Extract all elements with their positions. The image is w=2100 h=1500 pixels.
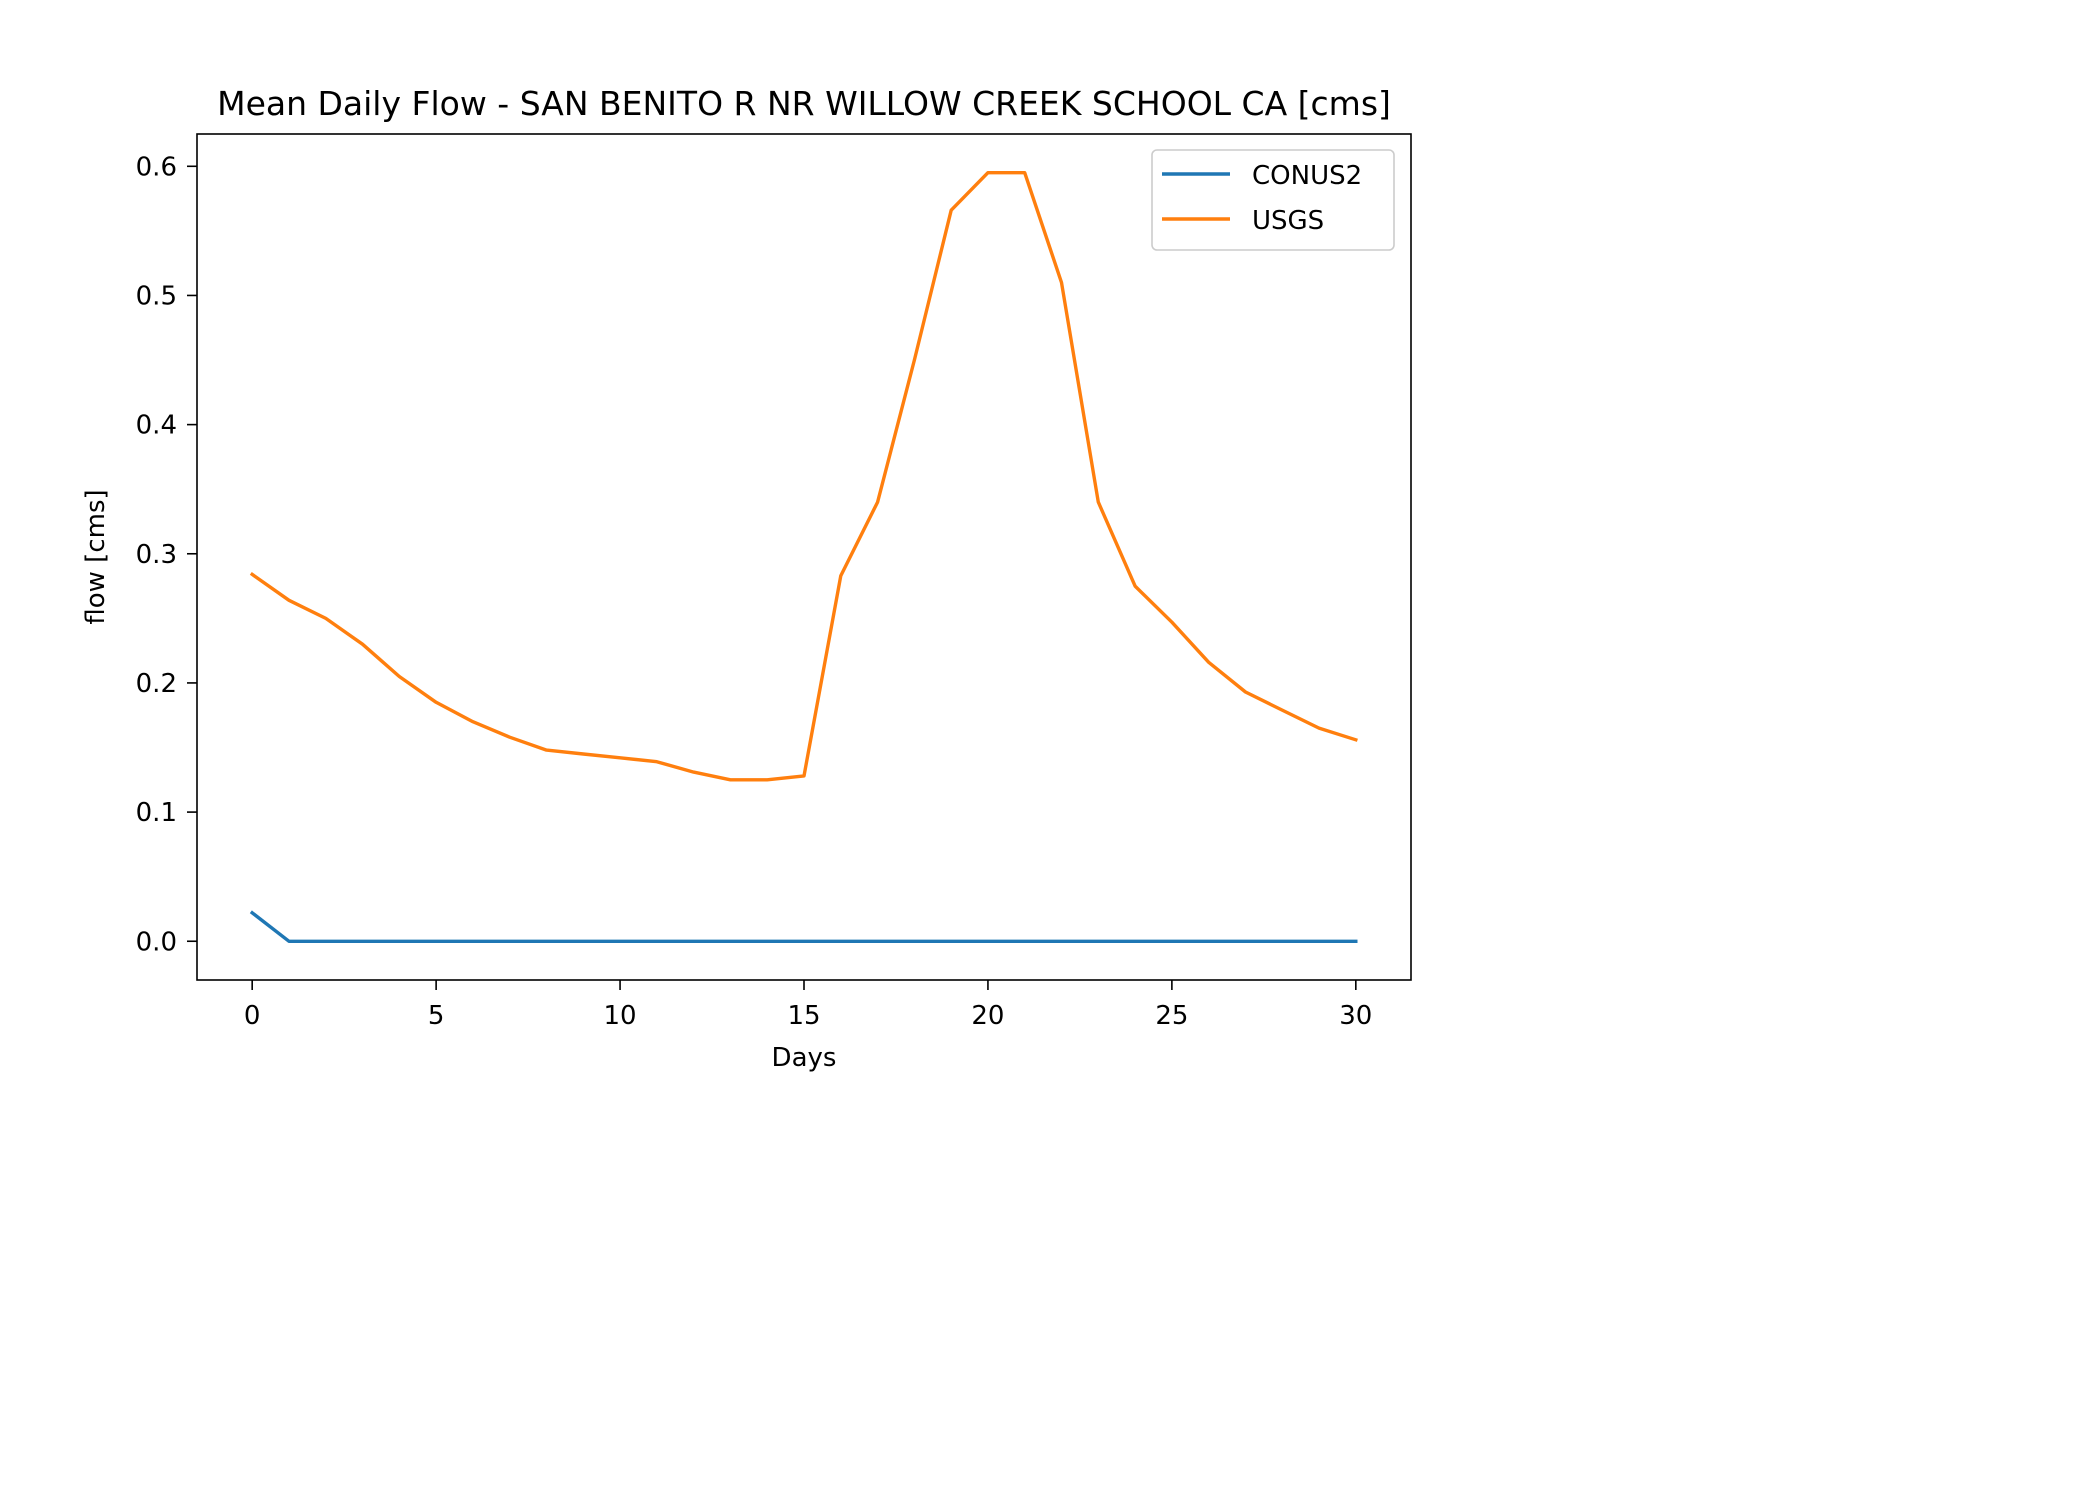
x-tick-label: 5	[428, 1001, 445, 1031]
x-tick-label: 15	[787, 1001, 820, 1031]
y-tick-label: 0.3	[136, 540, 177, 570]
legend-label-usgs: USGS	[1252, 206, 1324, 236]
chart-container: Mean Daily Flow - SAN BENITO R NR WILLOW…	[81, 84, 1412, 1073]
x-axis-label: Days	[772, 1043, 837, 1073]
legend-label-conus2: CONUS2	[1252, 161, 1362, 191]
x-axis-ticks: 0 5 10 15 20 25 30	[244, 980, 1372, 1031]
x-tick-label: 30	[1339, 1001, 1372, 1031]
x-tick-label: 25	[1155, 1001, 1188, 1031]
y-axis-ticks: 0.0 0.1 0.2 0.3 0.4 0.5 0.6	[136, 152, 197, 957]
line-chart: Mean Daily Flow - SAN BENITO R NR WILLOW…	[81, 84, 1412, 1073]
series-line-conus2	[249, 910, 1358, 943]
y-tick-label: 0.0	[136, 927, 177, 957]
y-axis-label: flow [cms]	[81, 489, 111, 624]
y-tick-label: 0.2	[136, 669, 177, 699]
y-tick-label: 0.6	[136, 152, 177, 182]
x-tick-label: 20	[971, 1001, 1004, 1031]
x-tick-label: 10	[604, 1001, 637, 1031]
y-tick-label: 0.4	[136, 411, 177, 441]
series-line-usgs	[249, 170, 1358, 782]
legend: CONUS2 USGS	[1151, 149, 1395, 251]
x-tick-label: 0	[244, 1001, 261, 1031]
chart-title: Mean Daily Flow - SAN BENITO R NR WILLOW…	[217, 84, 1391, 123]
y-tick-label: 0.5	[136, 281, 177, 311]
y-tick-label: 0.1	[136, 798, 177, 828]
series-lines	[249, 170, 1358, 943]
plot-area-frame	[196, 133, 1412, 981]
